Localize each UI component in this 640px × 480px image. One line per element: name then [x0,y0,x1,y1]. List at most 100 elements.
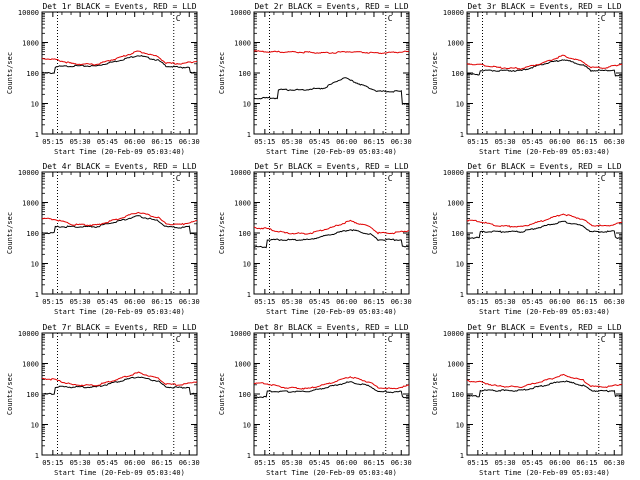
x-tick-label: 06:00 [124,459,145,467]
y-tick-label: 10 [31,422,39,430]
y-tick-label: 100 [238,70,251,78]
y-tick-label: 10 [243,422,251,430]
x-tick-label: 05:15 [254,459,275,467]
x-tick-label: 06:00 [549,138,570,146]
y-tick-label: 1000 [22,40,39,48]
x-tick-label: 05:15 [42,298,63,306]
y-tick-label: 10000 [18,9,39,17]
x-tick-label: 06:00 [336,138,357,146]
y-axis-label: Counts/sec [218,373,226,415]
x-tick-label: 06:30 [391,459,412,467]
y-axis-label: Counts/sec [6,212,14,254]
annotation-label: C [176,335,181,344]
series-line-lld [41,211,197,227]
y-tick-label: 1000 [234,40,251,48]
series-line-lld [466,213,623,228]
x-tick-label: 05:30 [282,298,303,306]
chart-title: Det 1r BLACK = Events, RED = LLD [42,2,196,11]
series-line-events [253,77,410,106]
x-tick-label: 06:15 [576,138,597,146]
y-tick-label: 10000 [230,9,251,17]
chart-panel-8: Det 8r BLACK = Events, RED = LLD 1 10 100 10… [218,323,412,477]
x-tick-label: 05:45 [522,459,543,467]
y-tick-label: 1000 [447,40,464,48]
y-axis-label: Counts/sec [218,52,226,94]
x-tick-label: 06:15 [151,298,172,306]
y-tick-label: 100 [451,230,464,238]
y-tick-label: 1 [247,131,251,139]
series-line-lld [253,376,410,390]
chart-title: Det 7r BLACK = Events, RED = LLD [42,323,196,332]
annotation-label: C [601,174,606,183]
chart-title: Det 5r BLACK = Events, RED = LLD [254,162,408,171]
x-tick-label: 06:00 [124,298,145,306]
x-tick-label: 05:45 [309,459,330,467]
annotation-label: C [388,174,393,183]
chart-panel-2: Det 2r BLACK = Events, RED = LLD 1 10 100 10… [218,2,412,156]
y-axis-label: Counts/sec [6,52,14,94]
x-tick-label: 06:30 [604,138,625,146]
annotation-label: C [601,335,606,344]
chart-panel-7: Det 7r BLACK = Events, RED = LLD 1 10 100 10… [6,323,200,477]
x-tick-label: 05:45 [522,298,543,306]
chart-title: Det 4r BLACK = Events, RED = LLD [42,162,196,171]
chart-panel-5: Det 5r BLACK = Events, RED = LLD 1 10 100 10… [218,162,412,316]
y-tick-label: 10 [456,422,464,430]
chart-title: Det 9r BLACK = Events, RED = LLD [467,323,621,332]
x-tick-label: 06:30 [391,138,412,146]
x-tick-label: 06:30 [179,298,200,306]
x-tick-label: 06:15 [576,459,597,467]
x-tick-label: 05:30 [495,298,516,306]
y-tick-label: 1 [460,452,464,460]
x-axis-label: Start Time (20-Feb-09 05:03:40) [479,469,610,477]
series-line-events [41,215,198,235]
chart-panel-1: Det 1r BLACK = Events, RED = LLD 1 10 100 10… [6,2,200,156]
chart-panel-4: Det 4r BLACK = Events, RED = LLD 1 10 100 10… [6,162,200,316]
y-tick-label: 1 [460,291,464,299]
x-tick-label: 05:30 [495,459,516,467]
y-tick-label: 1000 [234,200,251,208]
x-tick-label: 06:15 [363,459,384,467]
series-line-events [253,381,410,399]
y-tick-label: 10 [456,101,464,109]
x-tick-label: 05:45 [522,138,543,146]
y-axis-label: Counts/sec [218,212,226,254]
y-tick-label: 10 [243,101,251,109]
y-tick-label: 100 [238,391,251,399]
y-tick-label: 1 [35,291,39,299]
x-axis-label: Start Time (20-Feb-09 05:03:40) [54,469,185,477]
x-tick-label: 05:45 [309,138,330,146]
x-tick-label: 06:00 [549,298,570,306]
chart-panel-6: Det 6r BLACK = Events, RED = LLD 1 10 100 10… [431,162,625,316]
chart-panel-9: Det 9r BLACK = Events, RED = LLD 1 10 100 10… [431,323,625,477]
x-tick-label: 06:30 [604,459,625,467]
x-tick-label: 05:30 [495,138,516,146]
y-tick-label: 1 [35,131,39,139]
annotation-label: C [388,335,393,344]
y-tick-label: 10000 [443,9,464,17]
y-tick-label: 1 [247,452,251,460]
x-tick-label: 05:30 [70,459,91,467]
x-axis-label: Start Time (20-Feb-09 05:03:40) [266,469,397,477]
x-tick-label: 05:45 [309,298,330,306]
y-tick-label: 10 [243,261,251,269]
y-tick-label: 10 [31,101,39,109]
x-tick-label: 06:15 [151,459,172,467]
y-tick-label: 1000 [447,200,464,208]
x-tick-label: 06:15 [363,298,384,306]
chart-title: Det 8r BLACK = Events, RED = LLD [254,323,408,332]
y-tick-label: 10000 [443,169,464,177]
x-tick-label: 05:15 [467,459,488,467]
x-tick-label: 05:30 [282,138,303,146]
y-tick-label: 1 [460,131,464,139]
x-tick-label: 05:15 [467,138,488,146]
y-tick-label: 100 [26,391,39,399]
chart-title: Det 6r BLACK = Events, RED = LLD [467,162,621,171]
x-axis-label: Start Time (20-Feb-09 05:03:40) [479,148,610,156]
x-tick-label: 05:15 [467,298,488,306]
y-tick-label: 10000 [18,169,39,177]
y-tick-label: 10 [456,261,464,269]
series-line-events [253,229,410,249]
series-line-lld [466,54,623,70]
series-line-events [466,380,623,398]
